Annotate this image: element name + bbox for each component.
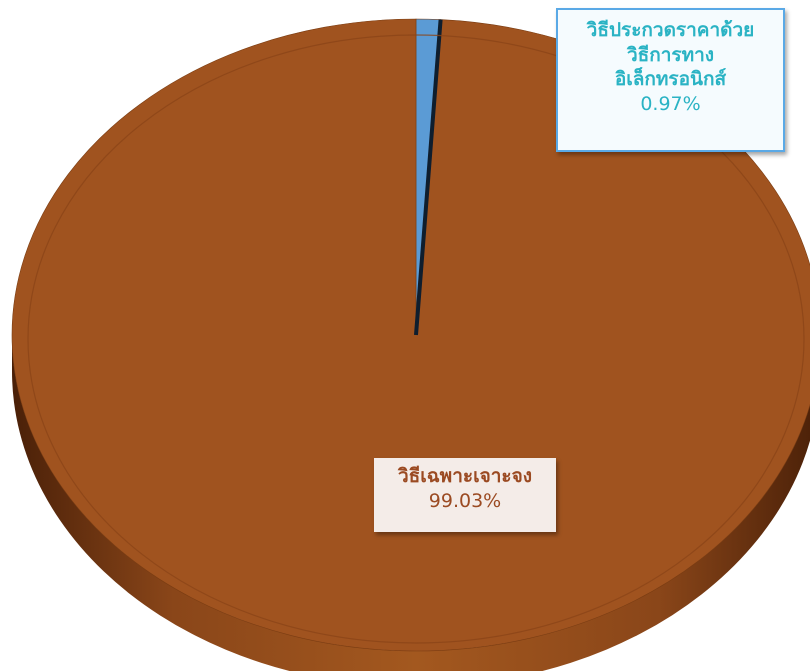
pie-slice-1 [11, 18, 810, 652]
label-line-1: วิธีเฉพาะเจาะจง [397, 465, 532, 487]
data-label-electronic-bidding: วิธีประกวดราคาด้วย วิธีการทาง อิเล็กทรอน… [556, 8, 785, 152]
pie-top-face [11, 18, 810, 652]
pie-slice-cut-edge [414, 19, 443, 336]
label-percent: 0.97% [640, 93, 701, 116]
label-line-2: วิธีการทาง [626, 43, 715, 66]
data-label-specific-method: วิธีเฉพาะเจาะจง 99.03% [374, 458, 556, 532]
label-percent: 99.03% [428, 489, 502, 512]
label-line-1: วิธีประกวดราคาด้วย [586, 19, 755, 41]
label-line-3: อิเล็กทรอนิกส์ [614, 68, 727, 91]
pie-bevel-ring [27, 34, 805, 644]
